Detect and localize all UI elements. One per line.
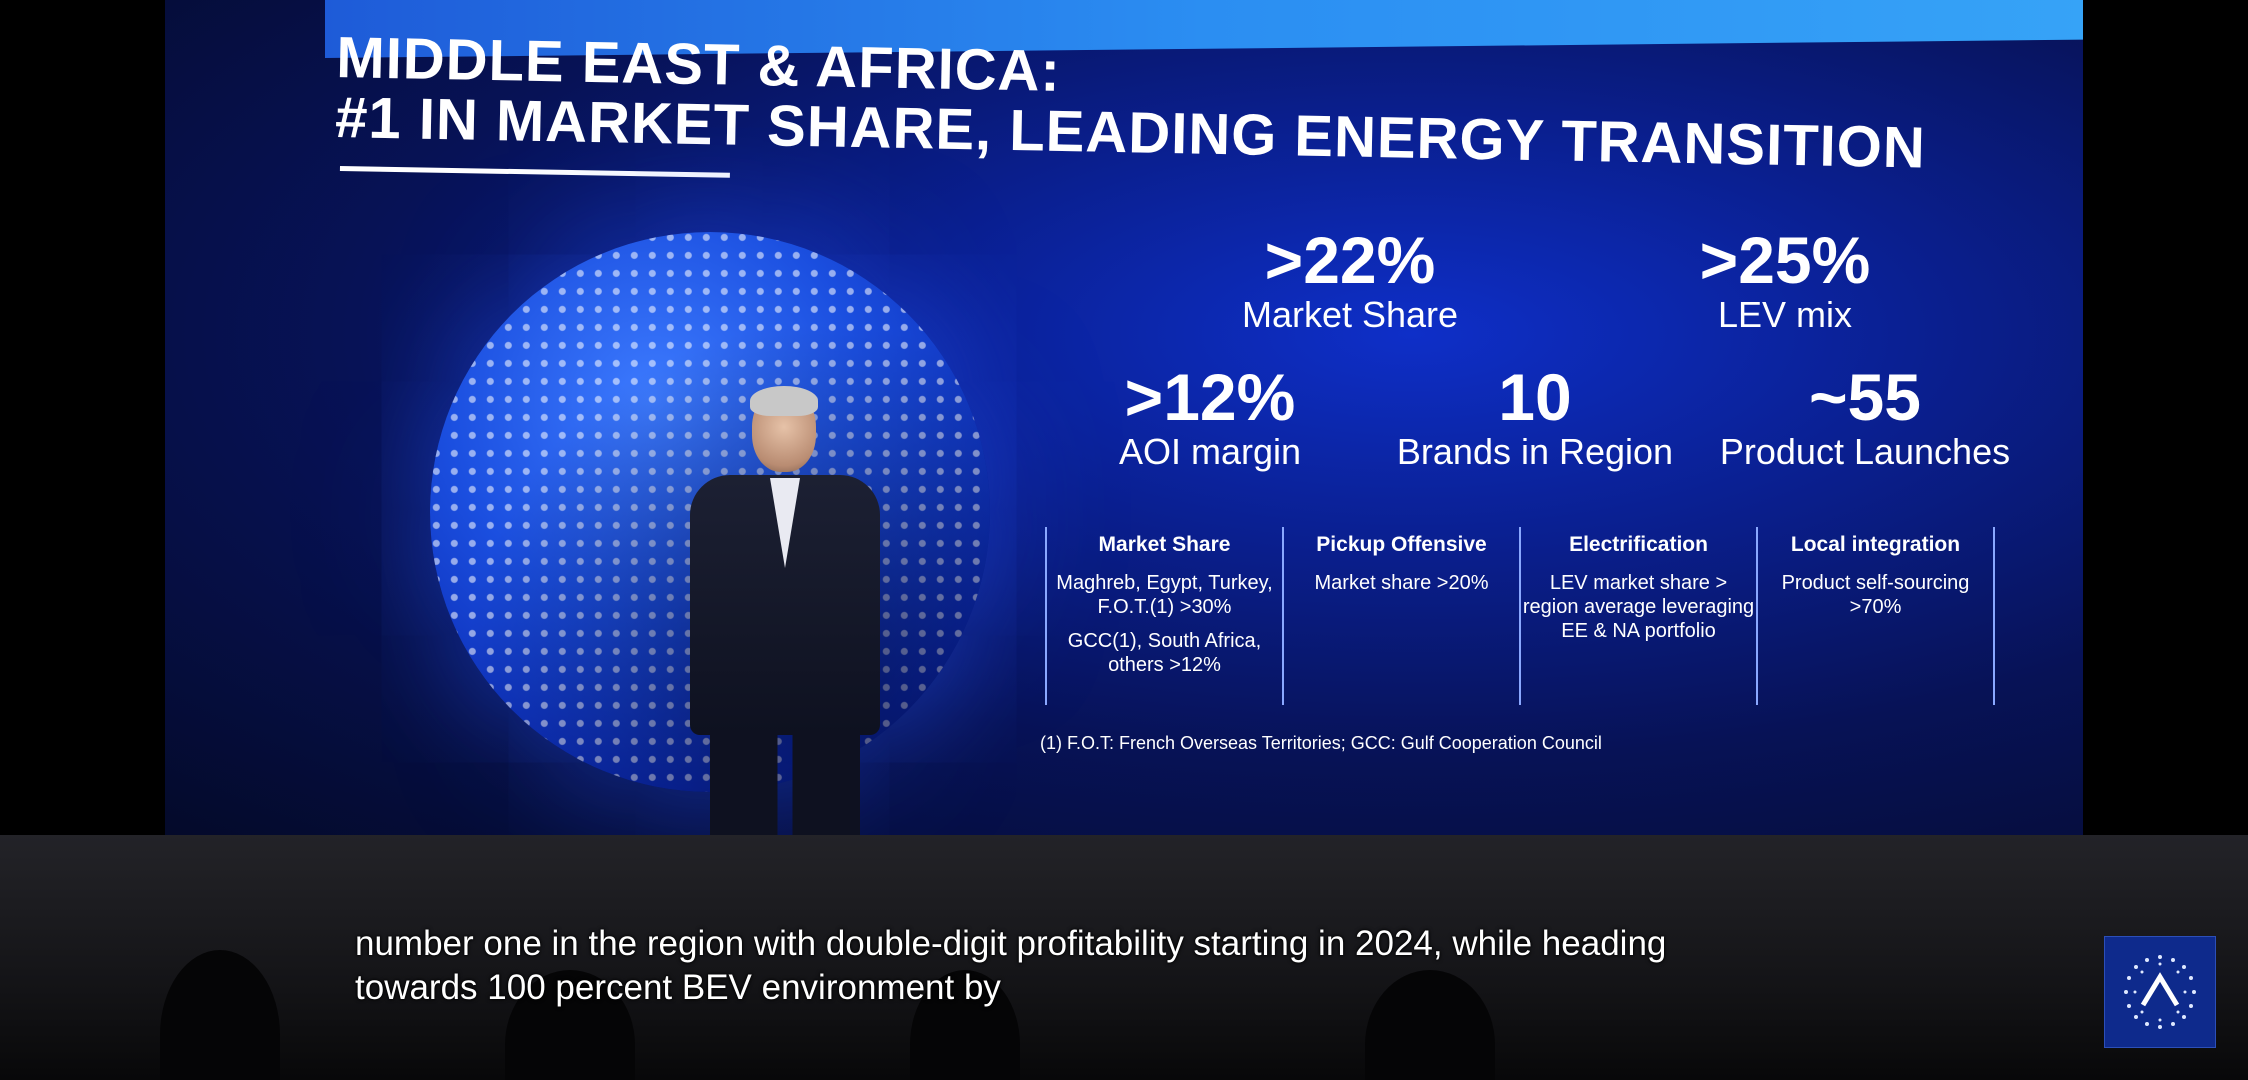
stat-brands: 10 Brands in Region	[1375, 362, 1695, 472]
stat-label: Brands in Region	[1396, 431, 1674, 472]
stage-floor	[0, 835, 2248, 1080]
stat-product-launches: ~55 Product Launches	[1700, 362, 2030, 472]
column-market-share: Market Share Maghreb, Egypt, Turkey, F.O…	[1045, 527, 1282, 705]
stat-aoi-margin: >12% AOI margin	[1060, 362, 1360, 472]
stat-value: ~55	[1809, 360, 1921, 434]
column-heading: Electrification	[1569, 533, 1708, 556]
logo-graphic	[2124, 955, 2196, 1029]
audience-head	[1365, 970, 1495, 1080]
stat-label: Market Share	[1241, 294, 1459, 335]
audience-head	[910, 970, 1020, 1080]
caption-line2: towards 100 percent BEV environment by	[355, 968, 1001, 1007]
column-electrification: Electrification LEV market share > regio…	[1519, 527, 1756, 705]
stat-value: >25%	[1699, 223, 1871, 297]
speaker-hair	[750, 386, 818, 416]
title-underline	[339, 166, 730, 178]
slide-footnote: (1) F.O.T: French Overseas Territories; …	[1040, 733, 1602, 753]
column-text: GCC(1), South Africa, others >12%	[1067, 630, 1262, 676]
stat-value: 10	[1498, 360, 1572, 434]
stat-label: LEV mix	[1717, 294, 1853, 335]
column-text: Product self-sourcing >70%	[1781, 572, 1970, 618]
presentation-slide: MIDDLE EAST & AFRICA: #1 IN MARKET SHARE…	[165, 0, 2083, 835]
stellantis-logo-icon[interactable]	[2104, 936, 2216, 1048]
stat-value: >22%	[1264, 223, 1436, 297]
stat-label: Product Launches	[1719, 431, 2011, 472]
column-heading: Pickup Offensive	[1316, 533, 1487, 556]
stat-value: >12%	[1124, 360, 1296, 434]
stat-market-share: >22% Market Share	[1165, 225, 1535, 335]
audience-head	[505, 970, 635, 1080]
subtitle-caption: number one in the region with double-dig…	[355, 922, 1666, 1010]
slide-title: MIDDLE EAST & AFRICA: #1 IN MARKET SHARE…	[335, 25, 1927, 181]
column-text: Maghreb, Egypt, Turkey, F.O.T.(1) >30%	[1056, 572, 1273, 618]
audience-head	[160, 950, 280, 1080]
column-text: LEV market share > region average levera…	[1522, 572, 1755, 642]
stat-label: AOI margin	[1118, 431, 1302, 472]
column-text: Market share >20%	[1314, 572, 1489, 594]
column-heading: Market Share	[1098, 533, 1231, 556]
column-heading: Local integration	[1790, 533, 1961, 556]
column-local-integration: Local integration Product self-sourcing …	[1756, 527, 1995, 705]
stat-lev-mix: >25% LEV mix	[1635, 225, 1935, 335]
column-pickup-offensive: Pickup Offensive Market share >20%	[1282, 527, 1519, 705]
detail-columns: Market Share Maghreb, Egypt, Turkey, F.O…	[1045, 527, 2045, 707]
caption-line1: number one in the region with double-dig…	[355, 924, 1667, 963]
